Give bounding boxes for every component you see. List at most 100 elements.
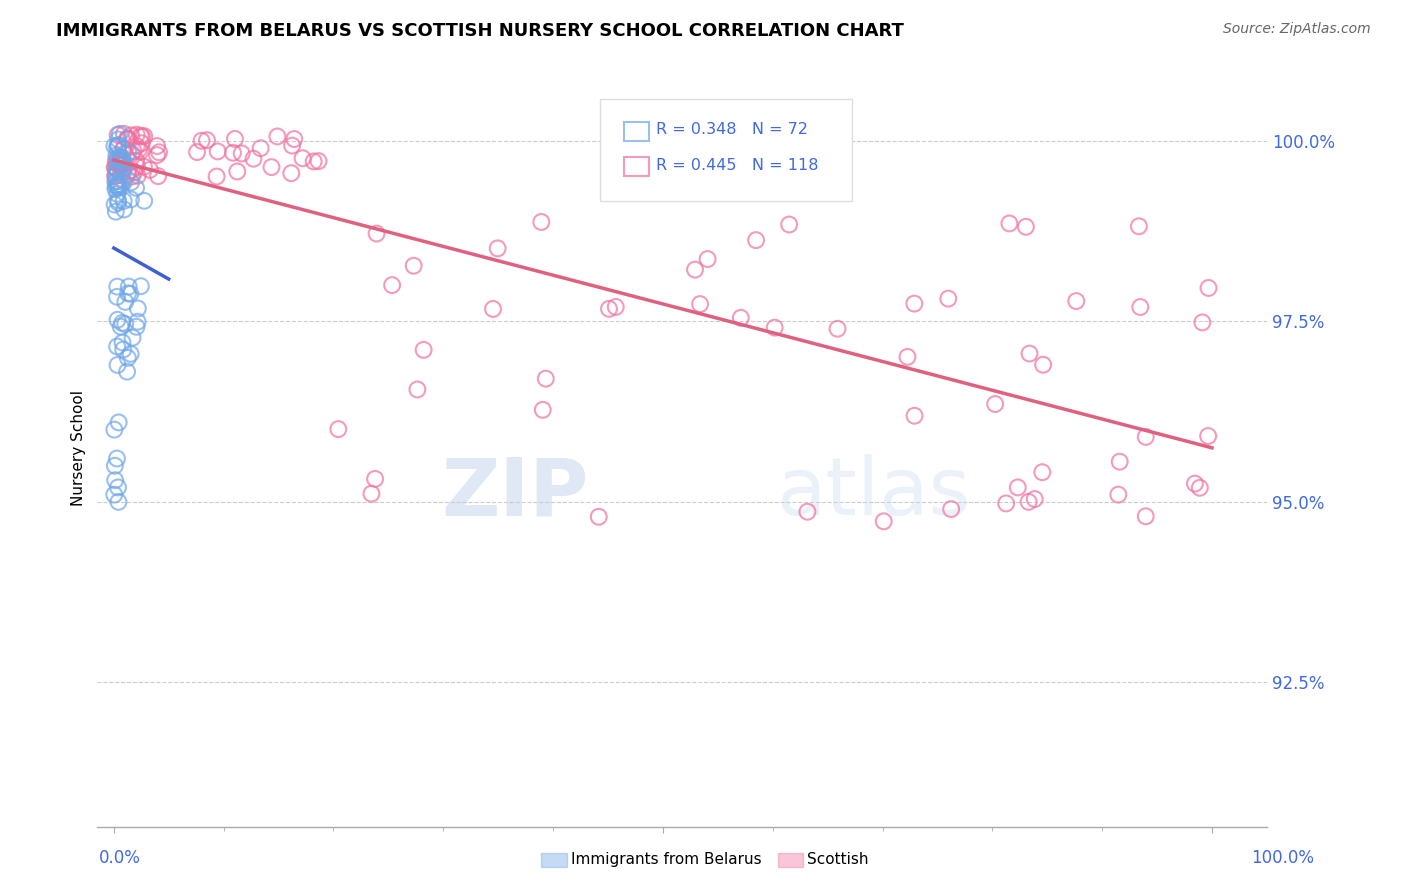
- Point: [120, 286, 142, 301]
- Point: [1007, 480, 1029, 494]
- Text: ZIP: ZIP: [441, 454, 589, 533]
- Point: [104, 178, 127, 193]
- Point: [117, 131, 139, 145]
- Point: [939, 502, 962, 516]
- FancyBboxPatch shape: [600, 99, 852, 202]
- Point: [125, 160, 148, 174]
- Point: [242, 152, 264, 166]
- Point: [103, 488, 125, 502]
- Point: [104, 169, 127, 183]
- Point: [112, 142, 135, 156]
- Point: [111, 316, 134, 330]
- Point: [903, 409, 925, 423]
- Point: [107, 151, 129, 165]
- Point: [995, 496, 1018, 510]
- Point: [195, 133, 218, 147]
- Point: [207, 145, 229, 159]
- Point: [291, 151, 314, 165]
- Point: [763, 320, 786, 334]
- Point: [125, 319, 148, 334]
- Point: [104, 473, 127, 487]
- Point: [534, 372, 557, 386]
- Point: [896, 350, 918, 364]
- Point: [107, 195, 129, 210]
- Point: [683, 262, 706, 277]
- Bar: [624, 121, 650, 141]
- Point: [112, 143, 135, 157]
- Point: [105, 186, 128, 201]
- Point: [696, 252, 718, 266]
- Point: [110, 178, 132, 192]
- Point: [1129, 300, 1152, 314]
- Point: [112, 161, 135, 176]
- Point: [1128, 219, 1150, 234]
- Point: [122, 165, 145, 179]
- Point: [117, 167, 139, 181]
- Point: [412, 343, 434, 357]
- Point: [366, 227, 388, 241]
- Point: [903, 296, 925, 310]
- Point: [1015, 219, 1038, 234]
- Point: [112, 161, 135, 176]
- Point: [103, 139, 125, 153]
- Point: [104, 458, 127, 473]
- Point: [108, 127, 131, 141]
- Text: Source: ZipAtlas.com: Source: ZipAtlas.com: [1223, 22, 1371, 37]
- Point: [105, 161, 128, 176]
- Point: [998, 216, 1021, 230]
- Point: [127, 169, 149, 183]
- Point: [108, 159, 131, 173]
- Point: [222, 145, 245, 160]
- Point: [796, 505, 818, 519]
- Point: [117, 164, 139, 178]
- Point: [105, 451, 128, 466]
- Point: [110, 168, 132, 182]
- Point: [302, 154, 325, 169]
- Point: [226, 164, 249, 178]
- Point: [107, 132, 129, 146]
- Point: [105, 140, 128, 154]
- Point: [266, 129, 288, 144]
- Point: [104, 174, 127, 188]
- Point: [364, 472, 387, 486]
- Point: [107, 313, 129, 327]
- Point: [112, 159, 135, 173]
- Point: [146, 139, 169, 153]
- Point: [129, 128, 152, 143]
- Point: [105, 290, 128, 304]
- Point: [205, 169, 228, 184]
- Point: [112, 175, 135, 189]
- Point: [1198, 281, 1220, 295]
- Point: [103, 423, 125, 437]
- Point: [486, 241, 509, 255]
- Point: [689, 297, 711, 311]
- Y-axis label: Nursery School: Nursery School: [72, 390, 86, 506]
- Point: [1024, 491, 1046, 506]
- Point: [105, 279, 128, 293]
- Point: [598, 301, 620, 316]
- Point: [105, 148, 128, 162]
- Point: [1064, 294, 1087, 309]
- Point: [280, 166, 302, 180]
- Point: [105, 165, 128, 179]
- Point: [107, 128, 129, 142]
- Point: [107, 178, 129, 192]
- Point: [104, 204, 127, 219]
- Point: [1107, 488, 1129, 502]
- Point: [103, 197, 125, 211]
- Point: [107, 138, 129, 153]
- Point: [249, 141, 271, 155]
- Point: [125, 181, 148, 195]
- Point: [104, 160, 127, 174]
- Point: [105, 161, 128, 176]
- Point: [281, 138, 304, 153]
- Text: IMMIGRANTS FROM BELARUS VS SCOTTISH NURSERY SCHOOL CORRELATION CHART: IMMIGRANTS FROM BELARUS VS SCOTTISH NURS…: [56, 22, 904, 40]
- Text: 100.0%: 100.0%: [1251, 849, 1315, 867]
- Point: [114, 317, 136, 331]
- Point: [131, 136, 153, 151]
- Point: [148, 145, 170, 160]
- Point: [531, 402, 554, 417]
- Point: [105, 157, 128, 171]
- Point: [117, 351, 139, 365]
- Point: [1018, 495, 1040, 509]
